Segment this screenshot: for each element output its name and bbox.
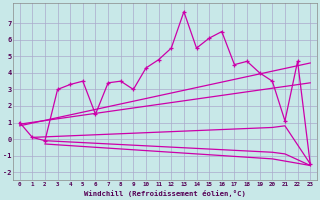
X-axis label: Windchill (Refroidissement éolien,°C): Windchill (Refroidissement éolien,°C) bbox=[84, 190, 246, 197]
